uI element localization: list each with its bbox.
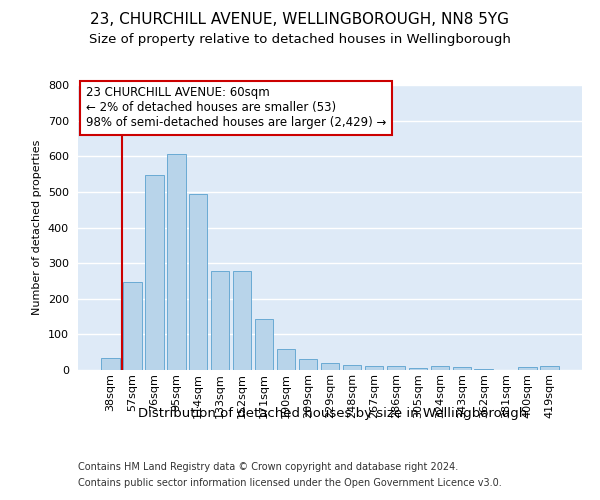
Bar — [320, 363, 340, 370]
Bar — [101, 358, 119, 370]
Bar — [167, 154, 185, 370]
Bar — [386, 366, 405, 370]
Bar — [541, 366, 559, 370]
Bar — [365, 366, 383, 370]
Text: 23, CHURCHILL AVENUE, WELLINGBOROUGH, NN8 5YG: 23, CHURCHILL AVENUE, WELLINGBOROUGH, NN… — [91, 12, 509, 28]
Bar — [518, 367, 537, 370]
Text: Distribution of detached houses by size in Wellingborough: Distribution of detached houses by size … — [139, 408, 527, 420]
Text: Contains HM Land Registry data © Crown copyright and database right 2024.: Contains HM Land Registry data © Crown c… — [78, 462, 458, 472]
Text: 23 CHURCHILL AVENUE: 60sqm
← 2% of detached houses are smaller (53)
98% of semi-: 23 CHURCHILL AVENUE: 60sqm ← 2% of detac… — [86, 86, 386, 130]
Bar — [431, 366, 449, 370]
Bar — [409, 368, 427, 370]
Text: Contains public sector information licensed under the Open Government Licence v3: Contains public sector information licen… — [78, 478, 502, 488]
Bar — [299, 359, 317, 370]
Bar — [343, 364, 361, 370]
Bar — [189, 194, 208, 370]
Bar — [255, 318, 274, 370]
Bar — [233, 272, 251, 370]
Bar — [123, 282, 142, 370]
Bar — [211, 271, 229, 370]
Y-axis label: Number of detached properties: Number of detached properties — [32, 140, 42, 315]
Bar — [277, 348, 295, 370]
Bar — [452, 367, 471, 370]
Bar — [145, 175, 164, 370]
Text: Size of property relative to detached houses in Wellingborough: Size of property relative to detached ho… — [89, 32, 511, 46]
